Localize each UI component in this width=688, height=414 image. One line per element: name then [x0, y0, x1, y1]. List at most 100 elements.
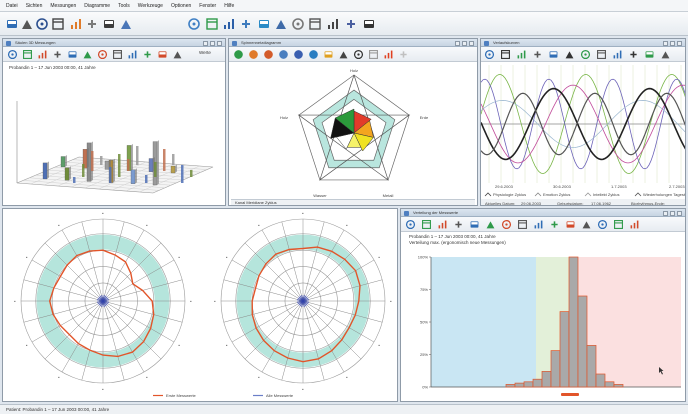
tool-icon[interactable]	[516, 49, 527, 60]
tool-icon[interactable]	[97, 49, 108, 60]
close-icon[interactable]	[217, 40, 222, 46]
resize-icon[interactable]	[343, 16, 358, 31]
clock-icon[interactable]	[307, 16, 322, 31]
tool-icon[interactable]	[660, 49, 671, 60]
radar-spoke	[261, 300, 304, 373]
wave-footer-text: Geburtsdatum:	[557, 201, 583, 206]
radar-spoke	[102, 229, 145, 302]
tool-icon[interactable]	[82, 49, 93, 60]
minimize-icon[interactable]	[203, 40, 208, 46]
book-icon[interactable]	[221, 16, 236, 31]
preview-icon[interactable]	[118, 16, 133, 31]
tool-icon[interactable]	[580, 49, 591, 60]
menu-item-6[interactable]: Optionen	[170, 2, 192, 9]
maximize-icon[interactable]	[210, 40, 215, 46]
menu-item-3[interactable]: Diagramme	[84, 2, 111, 9]
histogram-subtitle-1: Probandin 1 – 17 Jun 2003 00:00, 41 Jahr…	[409, 234, 496, 239]
wave-footer-text: 17.06.1962	[591, 201, 612, 206]
tool-icon[interactable]	[383, 49, 394, 60]
tool-icon[interactable]	[612, 49, 623, 60]
tool-icon[interactable]	[338, 49, 349, 60]
close-icon[interactable]	[677, 210, 682, 216]
tool-icon[interactable]	[597, 219, 608, 230]
color-circle-icon[interactable]	[233, 49, 244, 60]
network-icon[interactable]	[273, 16, 288, 31]
menu-item-4[interactable]: Tools	[118, 2, 130, 9]
tool-icon[interactable]	[517, 219, 528, 230]
menu-item-2[interactable]: Messungen	[50, 2, 77, 9]
color-circle-icon[interactable]	[263, 49, 274, 60]
pentagon-icon[interactable]	[84, 16, 99, 31]
stamp-icon[interactable]	[325, 16, 340, 31]
color-circle-icon[interactable]	[248, 49, 259, 60]
chart-icon[interactable]	[204, 16, 219, 31]
tool-icon[interactable]	[398, 49, 409, 60]
tool-icon[interactable]	[67, 49, 78, 60]
tool-icon[interactable]	[437, 219, 448, 230]
save-icon[interactable]	[34, 16, 49, 31]
tool-icon[interactable]	[628, 49, 639, 60]
tool-icon[interactable]	[142, 49, 153, 60]
tool-icon[interactable]	[501, 219, 512, 230]
tool-icon[interactable]	[596, 49, 607, 60]
tool-icon[interactable]	[7, 49, 18, 60]
tool-icon[interactable]	[564, 49, 575, 60]
tool-icon[interactable]	[112, 49, 123, 60]
tool-icon[interactable]	[644, 49, 655, 60]
tool-icon[interactable]	[533, 219, 544, 230]
tool-icon[interactable]	[532, 49, 543, 60]
minimize-icon[interactable]	[663, 210, 668, 216]
tool-icon[interactable]	[453, 219, 464, 230]
menu-item-7[interactable]: Fenster	[199, 2, 217, 9]
window-icon[interactable]	[50, 16, 65, 31]
tool-icon[interactable]	[565, 219, 576, 230]
tools-icon[interactable]	[19, 16, 34, 31]
tool-icon[interactable]	[157, 49, 168, 60]
chart-icon[interactable]	[186, 16, 201, 31]
close-icon[interactable]	[469, 40, 474, 46]
hand-icon[interactable]	[68, 16, 83, 31]
image-icon[interactable]	[238, 16, 253, 31]
globe-icon[interactable]	[256, 16, 271, 31]
tool-icon[interactable]	[548, 49, 559, 60]
minimize-icon[interactable]	[455, 40, 460, 46]
wave-series	[481, 87, 685, 161]
main-toolbar	[0, 12, 688, 36]
menu-item-8[interactable]: Hilfe	[224, 2, 235, 9]
tool-icon[interactable]	[353, 49, 364, 60]
color-circle-icon[interactable]	[278, 49, 289, 60]
tool-icon[interactable]	[52, 49, 63, 60]
tool-icon[interactable]	[368, 49, 379, 60]
tool-icon[interactable]	[549, 219, 560, 230]
close-icon[interactable]	[677, 40, 682, 46]
color-circle-icon[interactable]	[308, 49, 319, 60]
tool-icon[interactable]	[22, 49, 33, 60]
new-file-icon[interactable]	[4, 16, 19, 31]
tool-icon[interactable]	[500, 49, 511, 60]
tool-icon[interactable]	[629, 219, 640, 230]
color-circle-icon[interactable]	[293, 49, 304, 60]
tool-icon[interactable]	[323, 49, 334, 60]
menu-item-0[interactable]: Datei	[6, 2, 18, 9]
tool-icon[interactable]	[37, 49, 48, 60]
cursor-icon[interactable]	[361, 16, 376, 31]
tool-icon[interactable]	[613, 219, 624, 230]
tool-icon[interactable]	[127, 49, 138, 60]
tool-icon[interactable]	[172, 49, 183, 60]
menu-item-1[interactable]: Sichten	[25, 2, 43, 9]
tool-icon[interactable]	[484, 49, 495, 60]
tool-icon[interactable]	[485, 219, 496, 230]
maximize-icon[interactable]	[670, 40, 675, 46]
waves-title: Verlaufskurven	[493, 40, 520, 45]
printer-icon[interactable]	[101, 16, 116, 31]
settings-icon[interactable]	[290, 16, 305, 31]
menu-item-5[interactable]: Werkzeuge	[137, 2, 163, 9]
maximize-icon[interactable]	[462, 40, 467, 46]
radar-spoke	[231, 300, 304, 343]
tool-icon[interactable]	[469, 219, 480, 230]
tool-icon[interactable]	[405, 219, 416, 230]
tool-icon[interactable]	[581, 219, 592, 230]
tool-icon[interactable]	[421, 219, 432, 230]
maximize-icon[interactable]	[670, 210, 675, 216]
minimize-icon[interactable]	[663, 40, 668, 46]
